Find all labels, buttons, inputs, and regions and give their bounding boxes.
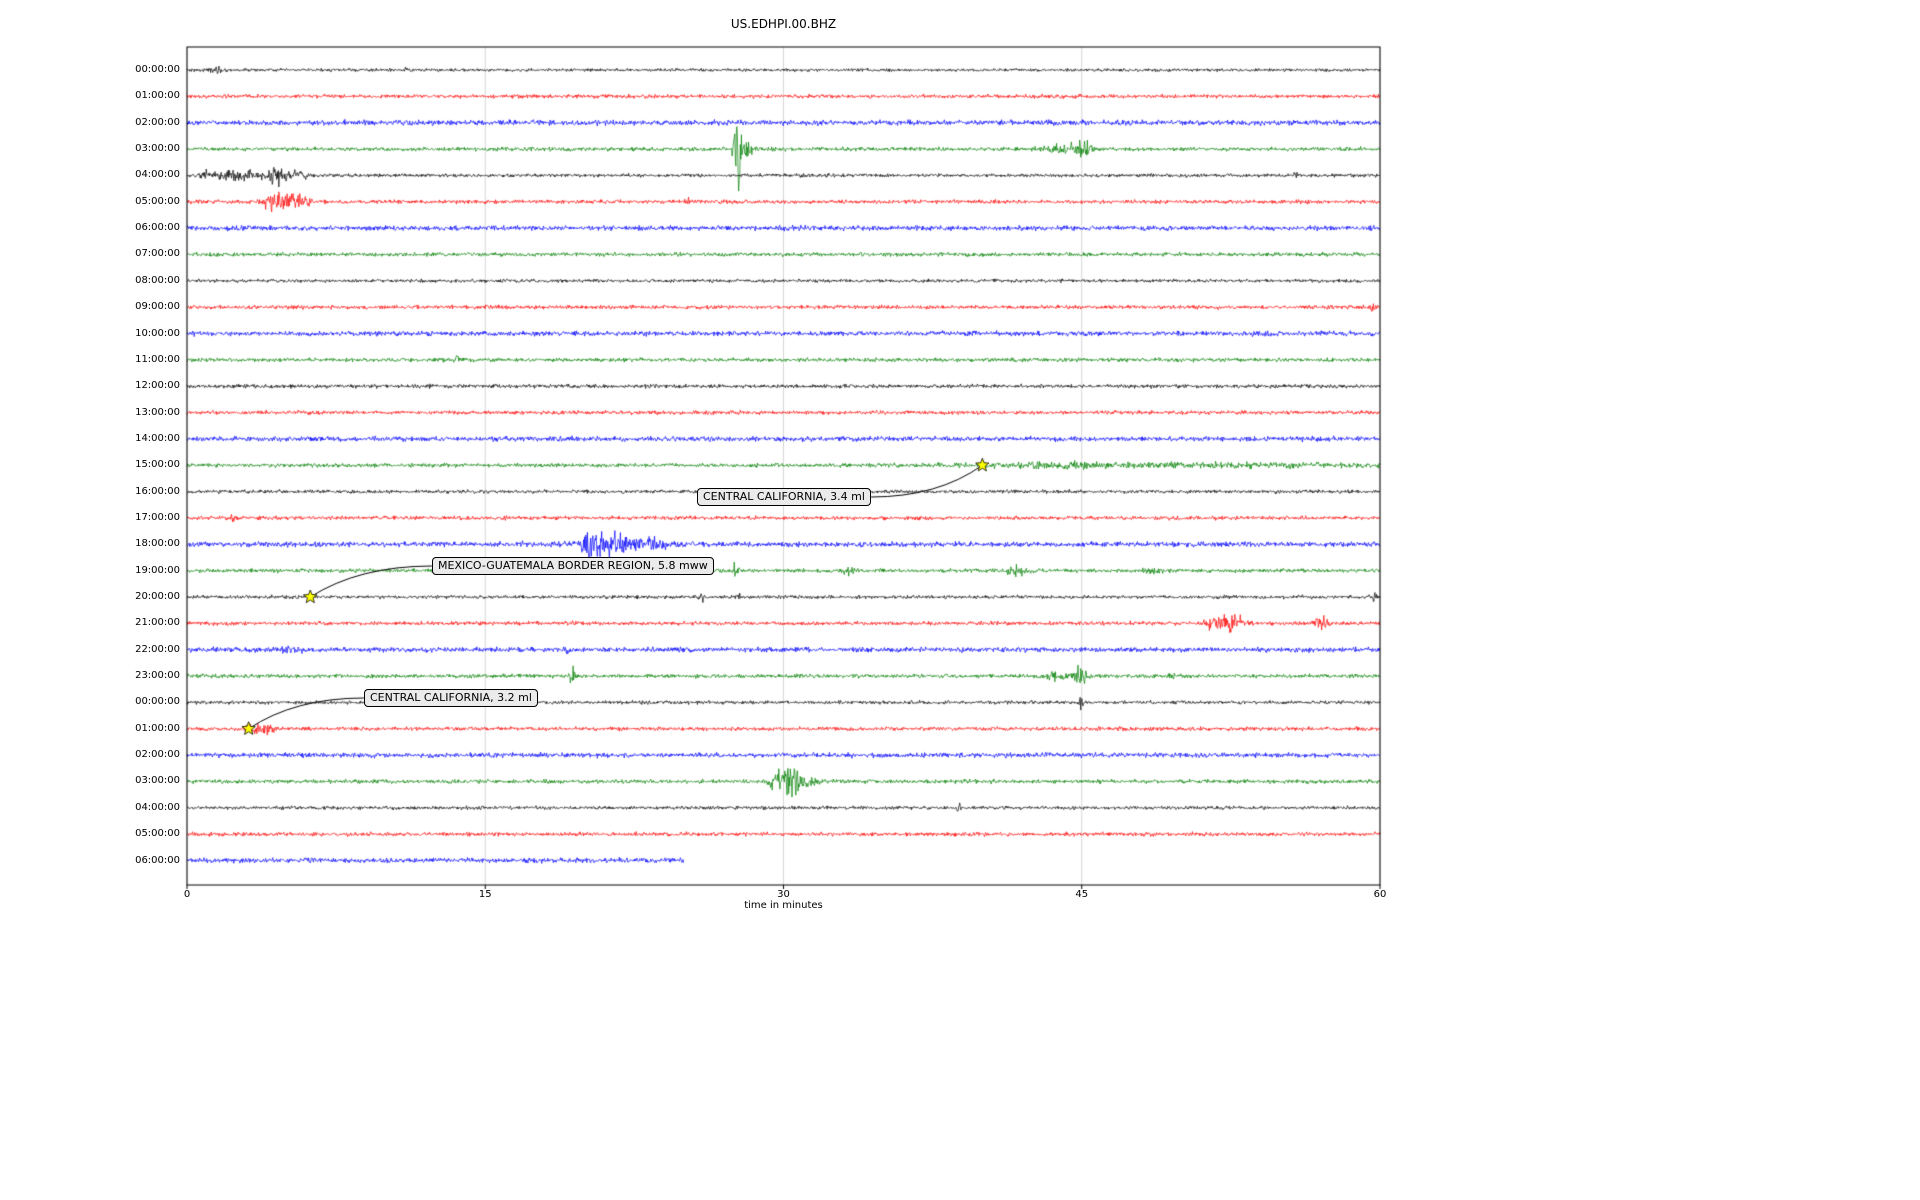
- chart-title: US.EDHPI.00.BHZ: [730, 17, 837, 31]
- x-axis-label: time in minutes: [744, 900, 823, 911]
- row-label: 03:00:00: [135, 775, 180, 787]
- row-label: 08:00:00: [135, 274, 180, 286]
- row-label: 18:00:00: [135, 538, 180, 550]
- row-label: 19:00:00: [135, 564, 180, 576]
- row-label: 09:00:00: [135, 301, 180, 313]
- row-label: 06:00:00: [135, 222, 180, 234]
- x-tick-label: 45: [1075, 889, 1089, 900]
- row-label: 05:00:00: [135, 828, 180, 840]
- row-label: 22:00:00: [135, 643, 180, 655]
- row-label: 00:00:00: [135, 64, 180, 75]
- row-label: 20:00:00: [135, 591, 180, 602]
- row-label: 06:00:00: [135, 854, 180, 866]
- row-label: 13:00:00: [135, 406, 180, 418]
- row-label: 04:00:00: [135, 801, 180, 813]
- row-label: 01:00:00: [135, 90, 180, 102]
- row-label: 02:00:00: [135, 116, 180, 128]
- x-tick-label: 30: [777, 889, 790, 900]
- row-label: 23:00:00: [135, 670, 180, 682]
- row-label: 01:00:00: [135, 722, 180, 734]
- row-label: 07:00:00: [135, 248, 180, 260]
- event-annotation: MEXICO-GUATEMALA BORDER REGION, 5.8 mww: [432, 557, 714, 575]
- row-label: 00:00:00: [135, 696, 180, 708]
- row-label: 21:00:00: [135, 617, 180, 629]
- row-label: 12:00:00: [135, 380, 180, 392]
- row-label: 15:00:00: [135, 459, 180, 471]
- x-tick-label: 15: [478, 889, 492, 900]
- row-label: 14:00:00: [135, 432, 180, 444]
- x-tick-label: 0: [183, 889, 191, 900]
- row-label: 16:00:00: [135, 485, 180, 497]
- event-annotation: CENTRAL CALIFORNIA, 3.4 ml: [697, 488, 871, 506]
- row-label: 11:00:00: [135, 353, 180, 365]
- row-label: 05:00:00: [135, 195, 180, 207]
- row-label: 04:00:00: [135, 169, 180, 181]
- row-label: 17:00:00: [135, 511, 180, 523]
- row-label: 03:00:00: [135, 143, 180, 155]
- event-annotation: CENTRAL CALIFORNIA, 3.2 ml: [364, 689, 538, 707]
- row-label: 02:00:00: [135, 749, 180, 761]
- x-tick-label: 60: [1373, 889, 1387, 900]
- row-label: 10:00:00: [135, 327, 180, 339]
